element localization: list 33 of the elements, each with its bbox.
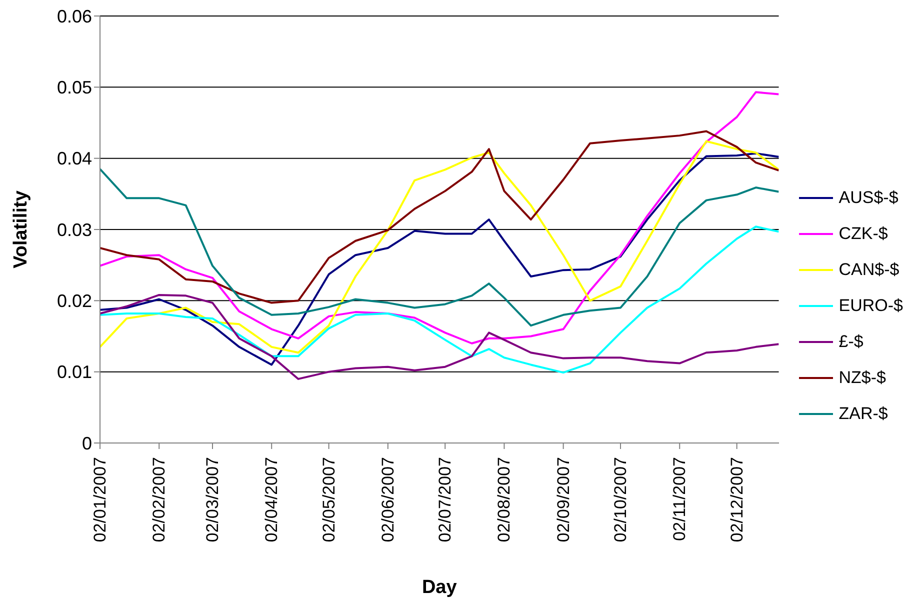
x-tick-label: 02/08/2007 <box>494 457 514 542</box>
y-tick-label: 0.01 <box>56 362 92 382</box>
x-tick-label: 02/03/2007 <box>202 457 222 542</box>
y-tick-label: 0 <box>82 433 92 454</box>
y-tick-label: 0.03 <box>56 220 92 240</box>
x-tick-label: 02/11/2007 <box>670 457 690 541</box>
legend-label: NZ$-$ <box>838 368 886 388</box>
y-tick-label: 0.05 <box>56 78 92 98</box>
y-axis-title: Volatility <box>10 190 32 268</box>
y-tick-label: 0.06 <box>56 6 92 26</box>
legend-label: ZAR-$ <box>838 404 888 424</box>
legend-label: £-$ <box>838 332 864 352</box>
line-series <box>100 294 779 380</box>
legend-label: CAN$-$ <box>838 260 900 280</box>
legend-label: AUS$-$ <box>838 188 898 208</box>
line-series <box>100 91 779 344</box>
x-tick-label: 02/01/2007 <box>90 457 110 542</box>
legend-label: CZK-$ <box>838 224 888 244</box>
x-tick-label: 02/12/2007 <box>727 457 746 542</box>
x-tick-label: 02/06/2007 <box>378 457 398 542</box>
line-series <box>100 226 779 374</box>
y-tick-label: 0.02 <box>56 291 92 312</box>
x-tick-label: 02/07/2007 <box>436 457 455 542</box>
x-tick-label: 02/02/2007 <box>150 457 169 542</box>
y-tick-label: 0.04 <box>56 148 92 169</box>
x-axis-title: Day <box>422 577 458 598</box>
x-tick-label: 02/04/2007 <box>262 457 282 542</box>
x-tick-label: 02/05/2007 <box>319 457 338 542</box>
line-series <box>100 130 779 304</box>
x-tick-label: 02/10/2007 <box>611 457 630 542</box>
legend-label: EURO-$ <box>838 296 903 316</box>
line-series <box>100 168 779 327</box>
x-tick-label: 02/09/2007 <box>554 457 573 542</box>
